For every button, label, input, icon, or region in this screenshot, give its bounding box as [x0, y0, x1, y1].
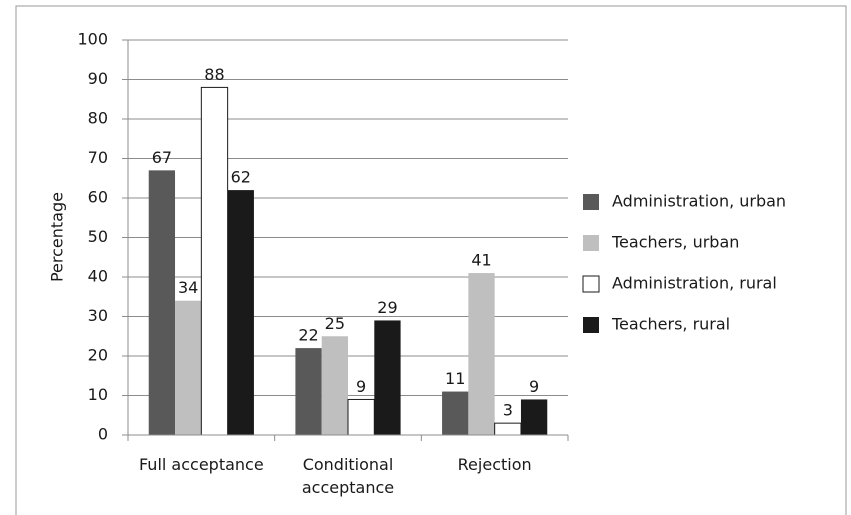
legend-swatch — [583, 235, 599, 251]
bar — [347, 398, 375, 436]
y-tick-label: 70 — [88, 148, 108, 167]
legend-swatch — [582, 275, 600, 293]
x-tick-label: Rejection — [457, 455, 532, 474]
bar — [520, 399, 548, 435]
bar — [227, 190, 254, 435]
legend-label: Teachers, urban — [611, 233, 739, 252]
y-tick-label: 50 — [88, 227, 108, 246]
x-tick-label: Full acceptance — [138, 455, 264, 474]
value-label: 11 — [445, 369, 465, 388]
y-tick-label: 0 — [98, 425, 108, 444]
bar — [175, 300, 202, 435]
bar — [494, 422, 522, 436]
y-tick-label: 90 — [88, 69, 108, 88]
bar — [374, 320, 401, 435]
x-tick-label: Conditional acceptance — [301, 455, 395, 497]
y-tick-label: 60 — [88, 188, 108, 207]
value-label: 9 — [529, 377, 539, 396]
bar — [295, 348, 322, 435]
value-label: 22 — [298, 326, 318, 345]
value-label: 25 — [325, 314, 345, 333]
frame — [15, 5, 847, 515]
legend-label: Administration, rural — [612, 274, 777, 293]
y-tick-label: 20 — [88, 346, 108, 365]
y-axis-label: Percentage — [48, 192, 67, 282]
y-tick-label: 40 — [88, 267, 108, 286]
bar — [148, 170, 176, 435]
value-label: 41 — [471, 251, 491, 270]
bar — [321, 336, 348, 435]
legend-swatch — [583, 317, 599, 333]
y-tick-label: 10 — [88, 385, 108, 404]
y-tick-label: 100 — [77, 30, 108, 49]
value-label: 88 — [204, 65, 224, 84]
legend-label: Administration, urban — [612, 192, 786, 211]
value-label: 67 — [152, 148, 172, 167]
value-label: 34 — [178, 278, 198, 297]
value-label: 29 — [377, 298, 397, 317]
bar — [442, 391, 469, 435]
value-label: 9 — [356, 377, 366, 396]
legend-swatch — [583, 194, 599, 210]
bar — [468, 273, 495, 435]
y-tick-label: 80 — [88, 109, 108, 128]
y-tick-label: 30 — [88, 306, 108, 325]
value-label: 3 — [503, 401, 513, 420]
legend-label: Teachers, rural — [611, 315, 730, 334]
value-label: 62 — [231, 168, 251, 187]
bar — [200, 86, 229, 436]
